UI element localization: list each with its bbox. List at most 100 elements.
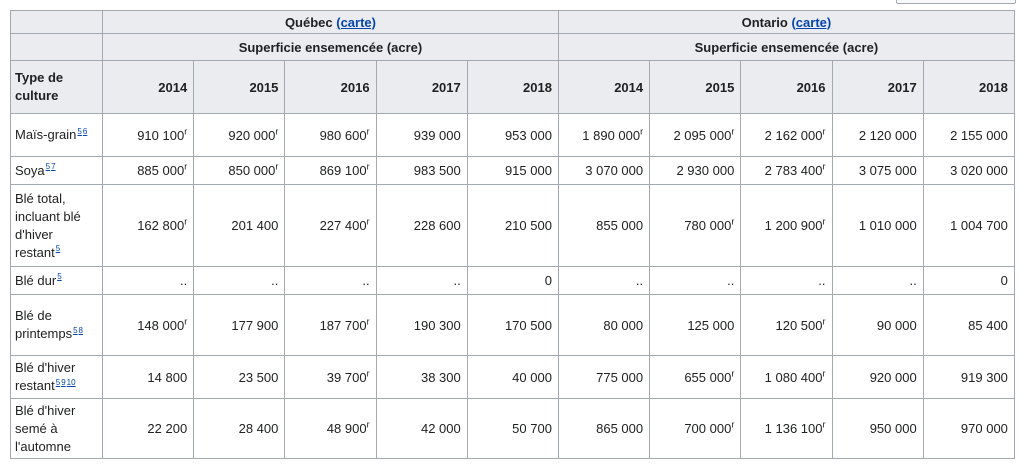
value: 3 020 000 xyxy=(950,163,1008,178)
value: 28 400 xyxy=(238,421,279,436)
header-cell xyxy=(10,33,103,61)
value: 190 300 xyxy=(413,317,461,333)
value: 919 300 xyxy=(960,369,1008,385)
data-row: Soya57 885 000r 850 000r 869 100r 983 500 915… xyxy=(10,156,1015,185)
footnote-link[interactable]: 7 xyxy=(51,162,56,172)
value: 14 800 xyxy=(147,369,188,385)
revision-note: r xyxy=(366,368,370,379)
header-cell: Type de culture xyxy=(10,60,103,114)
value: 2 095 000 xyxy=(673,127,732,143)
value-cell: 983 500 xyxy=(375,156,468,185)
value-cell: 148 000r xyxy=(101,294,195,356)
map-link[interactable]: (carte) xyxy=(791,14,832,30)
year-header: 2017 xyxy=(375,60,468,114)
footnote-link[interactable]: 8 xyxy=(78,325,83,335)
subheader: Superficie ensemencée (acre) xyxy=(557,33,1015,61)
value: 2 783 400 xyxy=(764,163,823,178)
value: 920 000 xyxy=(869,369,917,385)
value-cell: 1 136 100r xyxy=(740,398,833,459)
revision-note: r xyxy=(366,316,370,327)
value: .. xyxy=(727,273,735,288)
data-row: Blé d'hiver semé à l'automne 22 200 28 400… xyxy=(10,398,1015,459)
value: 3 070 000 xyxy=(585,163,644,178)
year-header: 2018 xyxy=(466,60,559,114)
footnote-link[interactable]: 5 xyxy=(45,162,51,172)
revision-note: r xyxy=(275,126,279,137)
value-cell: 885 000r xyxy=(101,156,195,185)
year-header: 2017 xyxy=(831,60,924,114)
value: 90 000 xyxy=(876,317,917,333)
crop-label: Blé dur5 xyxy=(10,266,103,295)
value-cell: 855 000 xyxy=(557,184,651,267)
value-cell: 2 783 400r xyxy=(740,156,833,185)
value-cell: 919 300 xyxy=(922,355,1015,399)
crop-name: Blé de printemps xyxy=(15,308,73,341)
revision-note: r xyxy=(822,216,826,227)
value: 1 136 100 xyxy=(764,421,823,436)
footnote-link[interactable]: 5 xyxy=(55,244,61,254)
button[interactable] xyxy=(896,0,1016,4)
crop-name: Blé d'hiver restant xyxy=(15,360,76,393)
data-row: Blé d'hiver restant5910 14 800 23 500 39 70… xyxy=(10,355,1015,399)
year-header: 2014 xyxy=(557,60,651,114)
value-cell: 28 400 xyxy=(193,398,286,459)
footnote-link[interactable]: 10 xyxy=(66,377,76,387)
value-cell: 920 000r xyxy=(193,113,286,157)
footnote-link[interactable]: 9 xyxy=(61,377,66,387)
value: 23 500 xyxy=(238,369,279,385)
map-link[interactable]: (carte) xyxy=(336,14,376,30)
value-cell: .. xyxy=(101,266,195,295)
value-cell: 190 300 xyxy=(375,294,468,356)
value: 0 xyxy=(1000,273,1008,288)
value: 920 000 xyxy=(228,127,276,143)
footnote-link[interactable]: 5 xyxy=(57,272,62,282)
year-header: 2016 xyxy=(284,60,377,114)
value: 80 000 xyxy=(603,317,644,333)
value: 40 000 xyxy=(512,369,552,385)
value: 780 000 xyxy=(684,218,732,233)
year-header: 2016 xyxy=(740,60,833,114)
crop-label: Blé de printemps58 xyxy=(10,294,103,356)
value-cell: 42 000 xyxy=(375,398,468,459)
value: 885 000 xyxy=(137,163,185,178)
revision-note: r xyxy=(822,368,826,379)
value-cell: 22 200 xyxy=(101,398,195,459)
value: .. xyxy=(271,273,279,288)
value-cell: 50 700 xyxy=(466,398,559,459)
footnote-link[interactable]: 5 xyxy=(73,325,78,335)
footnote-link[interactable]: 6 xyxy=(82,126,88,136)
value-cell: 177 900 xyxy=(193,294,286,356)
value: .. xyxy=(362,273,370,288)
value: 869 100 xyxy=(319,163,367,178)
value-cell: 850 000r xyxy=(193,156,286,185)
value-cell: 228 600 xyxy=(375,184,468,267)
revision-note: r xyxy=(822,126,826,137)
value-cell: 125 000 xyxy=(649,294,742,356)
value-cell: 162 800r xyxy=(101,184,195,267)
revision-note: r xyxy=(731,368,735,379)
value-cell: 80 000 xyxy=(557,294,651,356)
footnote-link[interactable]: 5 xyxy=(77,126,82,136)
value-cell: 40 000 xyxy=(466,355,559,399)
value: 980 600 xyxy=(319,127,367,143)
value-cell: 2 155 000 xyxy=(922,113,1015,157)
crop-label: Soya57 xyxy=(10,156,103,185)
value: 22 200 xyxy=(147,421,188,436)
value-cell: .. xyxy=(740,266,833,295)
value-cell: 201 400 xyxy=(193,184,286,267)
value: 1 080 400 xyxy=(764,369,823,385)
value: 210 500 xyxy=(504,218,552,233)
revision-note: r xyxy=(184,216,188,227)
header-cell xyxy=(10,10,103,34)
subheader: Superficie ensemencée (acre) xyxy=(102,33,559,61)
footnote-refs: 5 xyxy=(55,243,60,253)
value: .. xyxy=(453,273,461,288)
header-row: Superficie ensemencée (acre) Superficie e… xyxy=(10,33,1015,61)
value: .. xyxy=(818,273,826,288)
value: 2 162 000 xyxy=(764,127,823,143)
revision-note: r xyxy=(366,216,370,227)
value-cell: 910 100r xyxy=(101,113,195,157)
footnote-link[interactable]: 5 xyxy=(55,377,61,387)
value: 939 000 xyxy=(413,127,461,143)
